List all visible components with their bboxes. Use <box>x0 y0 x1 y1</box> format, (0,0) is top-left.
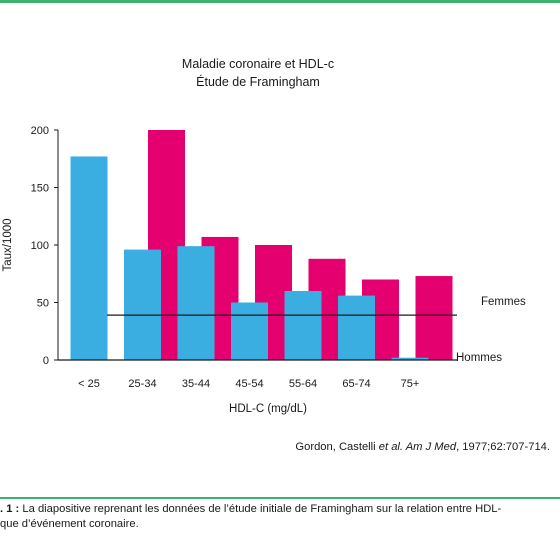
chart-subtitle: Étude de Framingham <box>196 74 320 89</box>
caption-line-2: que d’événement coronaire. <box>0 518 139 530</box>
citation-journal: et al. Am J Med <box>378 441 457 453</box>
x-tick-label: 25-34 <box>128 378 156 390</box>
y-tick-label: 150 <box>31 183 49 195</box>
bar-femmes <box>415 276 453 360</box>
caption-text-1: La diapositive reprenant les données de … <box>19 503 502 515</box>
x-tick-label: 45-54 <box>235 378 263 390</box>
bar-hommes <box>124 249 161 360</box>
x-axis-label: HDL-C (mg/dL) <box>229 403 307 415</box>
x-tick-label: 75+ <box>401 378 420 390</box>
y-tick-label: 50 <box>37 298 49 310</box>
citation-authors: Gordon, Castelli <box>295 441 379 453</box>
x-tick-label: 55-64 <box>289 378 317 390</box>
chart: Maladie coronaire et HDL-c Étude de Fram… <box>2 57 526 415</box>
caption-line-1: . 1 : La diapositive reprenant les donné… <box>0 502 560 517</box>
x-tick-label: 35-44 <box>182 378 210 390</box>
legend-hommes: Hommes <box>456 352 502 364</box>
y-tick-label: 200 <box>31 125 49 137</box>
x-tick-label: < 25 <box>78 378 100 390</box>
y-axis-label: Taux/1000 <box>2 218 14 271</box>
bar-hommes <box>391 357 429 360</box>
bar-hommes <box>284 291 322 360</box>
chart-title: Maladie coronaire et HDL-c <box>182 57 334 71</box>
x-tick-label: 65-74 <box>342 378 370 390</box>
bar-hommes <box>177 246 215 360</box>
caption-label: . 1 : <box>0 503 20 515</box>
x-tick-labels: < 25 25-34 35-44 45-54 55-64 65-74 75+ <box>78 378 419 390</box>
citation-details: , 1977;62:707-714. <box>456 441 550 453</box>
legend-femmes: Femmes <box>481 296 526 308</box>
figure-caption: . 1 : La diapositive reprenant les donné… <box>0 502 560 532</box>
y-tick-label: 0 <box>43 355 49 367</box>
y-axis: 0 50 100 150 200 <box>31 125 59 367</box>
bar-hommes <box>70 156 108 360</box>
citation: Gordon, Castelli et al. Am J Med, 1977;6… <box>295 441 550 453</box>
bar-hommes <box>231 302 268 360</box>
bar-hommes <box>338 295 375 360</box>
men-bars <box>70 156 429 360</box>
y-tick-label: 100 <box>31 240 49 252</box>
top-rule <box>0 0 560 3</box>
bottom-rule <box>0 497 560 499</box>
